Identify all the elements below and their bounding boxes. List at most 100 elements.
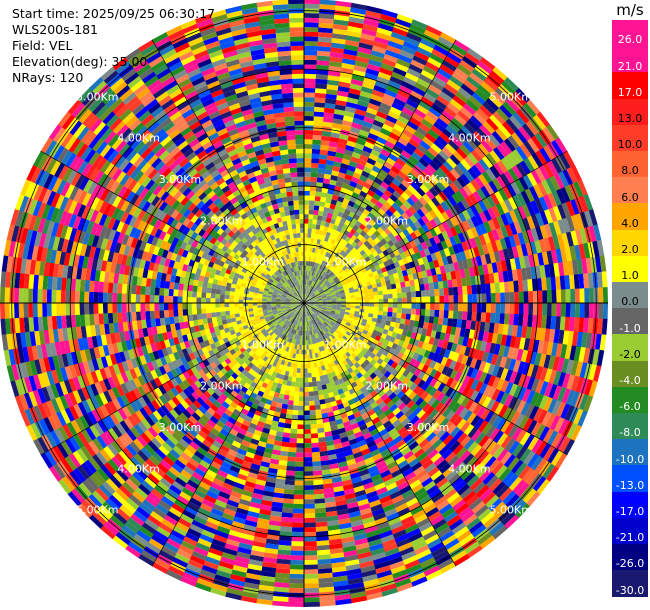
- velocity-gate: [337, 248, 343, 254]
- velocity-gate: [466, 218, 475, 229]
- velocity-gate: [557, 234, 565, 249]
- velocity-gate: [319, 201, 326, 207]
- velocity-gate: [346, 30, 362, 38]
- velocity-gate: [313, 289, 318, 294]
- velocity-gate: [300, 363, 304, 369]
- velocity-gate: [322, 300, 328, 302]
- velocity-gate: [573, 181, 584, 198]
- velocity-gate: [304, 73, 317, 79]
- velocity-gate: [304, 13, 320, 19]
- velocity-gate: [398, 259, 405, 267]
- velocity-gate: [597, 318, 603, 335]
- velocity-gate: [389, 106, 402, 116]
- velocity-gate: [303, 499, 315, 505]
- velocity-gate: [318, 437, 326, 443]
- velocity-gate: [392, 145, 404, 155]
- velocity-gate: [284, 479, 295, 486]
- velocity-gate: [410, 59, 426, 70]
- velocity-gate: [408, 94, 422, 105]
- velocity-gate: [319, 225, 325, 231]
- velocity-gate: [307, 297, 312, 301]
- velocity-gate: [341, 182, 350, 190]
- velocity-gate: [376, 27, 393, 37]
- velocity-gate: [523, 291, 529, 304]
- velocity-gate: [457, 201, 467, 212]
- velocity-gate: [341, 62, 355, 70]
- velocity-gate: [527, 279, 533, 292]
- velocity-gate: [363, 312, 369, 317]
- velocity-gate: [345, 298, 351, 301]
- velocity-gate: [461, 319, 467, 329]
- velocity-gate: [490, 193, 500, 206]
- velocity-gate: [304, 59, 317, 65]
- velocity-gate: [367, 173, 377, 182]
- velocity-gate: [397, 292, 403, 299]
- velocity-gate: [508, 235, 517, 248]
- velocity-gate: [348, 244, 355, 251]
- velocity-gate: [442, 60, 458, 72]
- velocity-gate: [535, 150, 548, 166]
- velocity-gate: [319, 264, 324, 270]
- velocity-gate: [474, 176, 485, 189]
- velocity-gate: [335, 99, 347, 107]
- velocity-gate: [448, 310, 454, 319]
- velocity-gate: [374, 303, 379, 307]
- velocity-gate: [372, 270, 379, 277]
- velocity-gate: [348, 274, 354, 280]
- velocity-gate: [376, 282, 382, 288]
- velocity-gate: [320, 292, 326, 296]
- velocity-gate: [303, 457, 313, 462]
- velocity-gate: [325, 257, 330, 263]
- velocity-gate: [303, 513, 316, 519]
- velocity-gate: [418, 157, 430, 168]
- velocity-gate: [379, 216, 387, 224]
- velocity-gate: [318, 281, 323, 286]
- velocity-gate: [484, 137, 497, 151]
- velocity-gate: [423, 247, 431, 257]
- velocity-gate: [311, 456, 321, 462]
- velocity-gate: [451, 43, 468, 57]
- velocity-gate: [310, 172, 318, 178]
- velocity-gate: [449, 154, 461, 166]
- velocity-gate: [517, 219, 527, 233]
- velocity-gate: [304, 144, 313, 149]
- velocity-gate: [396, 207, 405, 216]
- velocity-gate: [319, 282, 324, 287]
- velocity-gate: [368, 153, 379, 162]
- velocity-gate: [391, 267, 398, 275]
- velocity-gate: [426, 110, 439, 122]
- velocity-gate: [306, 279, 308, 285]
- velocity-gate: [500, 303, 506, 314]
- velocity-gate: [317, 268, 321, 274]
- velocity-gate: [327, 300, 332, 302]
- velocity-gate: [518, 280, 524, 292]
- velocity-gate: [328, 145, 338, 153]
- velocity-gate: [288, 583, 304, 589]
- velocity-gate: [520, 243, 529, 257]
- velocity-gate: [314, 106, 325, 113]
- velocity-gate: [420, 296, 426, 304]
- velocity-gate: [410, 314, 416, 321]
- velocity-gate: [400, 166, 411, 176]
- velocity-gate: [516, 325, 523, 338]
- velocity-gate: [457, 129, 470, 142]
- velocity-gate: [303, 587, 320, 593]
- velocity-gate: [330, 47, 345, 54]
- velocity-gate: [473, 111, 487, 125]
- velocity-gate: [458, 303, 463, 312]
- velocity-gate: [427, 57, 443, 69]
- velocity-gate: [511, 325, 518, 337]
- velocity-gate: [378, 169, 389, 178]
- velocity-gate: [362, 197, 371, 205]
- velocity-gate: [308, 396, 315, 402]
- velocity-gate: [551, 140, 564, 156]
- velocity-gate: [341, 124, 352, 132]
- velocity-gate: [508, 151, 520, 166]
- velocity-gate: [328, 278, 334, 283]
- velocity-gate: [418, 277, 425, 285]
- velocity-gate: [306, 284, 308, 290]
- velocity-gate: [438, 281, 444, 289]
- velocity-gate: [530, 327, 537, 340]
- velocity-gate: [309, 291, 313, 296]
- velocity-gate: [342, 265, 348, 271]
